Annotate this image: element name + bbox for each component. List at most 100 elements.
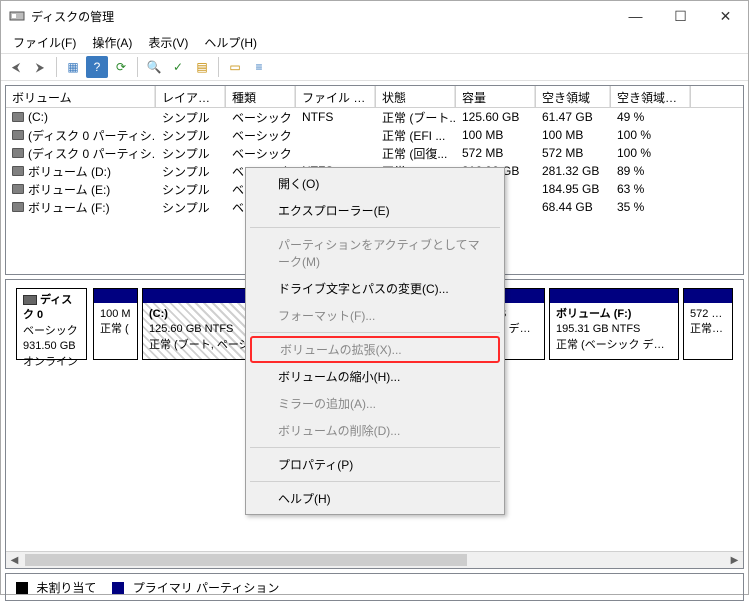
table-cell: 100 % (611, 126, 691, 144)
table-cell: 68.44 GB (536, 198, 611, 216)
context-menu-separator (250, 227, 500, 228)
table-row[interactable]: (ディスク 0 パーティシ...シンプルベーシック正常 (回復...572 MB… (6, 144, 743, 162)
partition-title: ボリューム (F:) (556, 307, 672, 322)
refresh-icon[interactable]: ⟳ (110, 56, 132, 78)
table-cell: 49 % (611, 108, 691, 126)
disk-status: オンライン (23, 355, 80, 370)
check-icon[interactable]: ✓ (167, 56, 189, 78)
volume-icon (12, 112, 24, 122)
table-cell: (ディスク 0 パーティシ... (6, 144, 156, 162)
context-menu-item[interactable]: エクスプローラー(E) (248, 197, 502, 224)
partition-status: 正常 (ベーシック データ / (556, 338, 672, 353)
legend-label-unallocated: 未割り当て (36, 581, 96, 595)
table-row[interactable]: (C:)シンプルベーシックNTFS正常 (ブート...125.60 GB61.4… (6, 108, 743, 126)
table-cell: シンプル (156, 162, 226, 180)
context-menu-item: ミラーの追加(A)... (248, 390, 502, 417)
volume-icon (12, 202, 24, 212)
minimize-button[interactable]: — (613, 1, 658, 31)
table-cell: ボリューム (D:) (6, 162, 156, 180)
context-menu-separator (250, 447, 500, 448)
column-header[interactable]: ファイル システム (296, 86, 376, 107)
table-cell: 125.60 GB (456, 108, 536, 126)
title-bar: ディスクの管理 — ☐ ✕ (1, 1, 748, 31)
help-icon[interactable]: ? (86, 56, 108, 78)
window-title: ディスクの管理 (31, 8, 613, 25)
partition-status: 正常 (回復 (690, 322, 726, 337)
context-menu-item[interactable]: ヘルプ(H) (248, 485, 502, 512)
scroll-right-icon[interactable]: ▶ (726, 552, 743, 569)
table-cell: シンプル (156, 180, 226, 198)
disk-type: ベーシック (23, 324, 80, 339)
table-cell: 100 MB (456, 126, 536, 144)
table-cell: 184.95 GB (536, 180, 611, 198)
forward-icon[interactable]: ⮞ (29, 56, 51, 78)
table-cell: シンプル (156, 126, 226, 144)
table-cell: 572 MB (536, 144, 611, 162)
close-button[interactable]: ✕ (703, 1, 748, 31)
table-cell: 89 % (611, 162, 691, 180)
context-menu-item[interactable]: ボリュームの縮小(H)... (248, 363, 502, 390)
table-cell: ボリューム (F:) (6, 198, 156, 216)
partition-stripe (94, 289, 137, 303)
context-menu-item[interactable]: ドライブ文字とパスの変更(C)... (248, 275, 502, 302)
partition[interactable]: ボリューム (F:)195.31 GB NTFS正常 (ベーシック データ / (549, 288, 679, 360)
toolbar-separator (137, 57, 138, 77)
column-header[interactable]: 容量 (456, 86, 536, 107)
disk-icon (23, 295, 37, 305)
menu-file[interactable]: ファイル(F) (5, 32, 84, 53)
scroll-track[interactable] (469, 552, 726, 568)
disk-scrollbar[interactable]: ◀ ▶ (6, 551, 743, 568)
find-icon[interactable]: 🔍 (143, 56, 165, 78)
table-cell: ベーシック (226, 126, 296, 144)
context-menu-item: ボリュームの拡張(X)... (250, 336, 500, 363)
table-cell: (C:) (6, 108, 156, 126)
disk-label[interactable]: ディスク 0 ベーシック 931.50 GB オンライン (16, 288, 87, 360)
column-header[interactable]: 空き領域 (536, 86, 611, 107)
table-cell: シンプル (156, 198, 226, 216)
maximize-button[interactable]: ☐ (658, 1, 703, 31)
context-menu-item[interactable]: 開く(O) (248, 170, 502, 197)
context-menu-separator (250, 332, 500, 333)
partition[interactable]: 100 M正常 ( (93, 288, 138, 360)
table-cell: 35 % (611, 198, 691, 216)
column-header[interactable]: ボリューム (6, 86, 156, 107)
table-cell: ベーシック (226, 144, 296, 162)
list-icon[interactable]: ≡ (248, 56, 270, 78)
new-icon[interactable]: ▤ (191, 56, 213, 78)
table-cell: ベーシック (226, 108, 296, 126)
partition-size: 572 MB (690, 307, 726, 322)
back-icon[interactable]: ⮜ (5, 56, 27, 78)
legend-item-unallocated: 未割り当て (16, 579, 96, 596)
table-cell: シンプル (156, 108, 226, 126)
scroll-left-icon[interactable]: ◀ (6, 552, 23, 569)
menu-help[interactable]: ヘルプ(H) (196, 32, 265, 53)
column-header[interactable]: 空き領域の割... (611, 86, 691, 107)
column-header[interactable]: 種類 (226, 86, 296, 107)
table-cell: シンプル (156, 144, 226, 162)
partition-status: 正常 ( (100, 322, 131, 337)
props-icon[interactable]: ▭ (224, 56, 246, 78)
legend-label-primary: プライマリ パーティション (133, 581, 280, 595)
partition-stripe (684, 289, 732, 303)
table-cell: 正常 (ブート... (376, 108, 456, 126)
context-menu-separator (250, 481, 500, 482)
context-menu-item[interactable]: プロパティ(P) (248, 451, 502, 478)
context-menu-item: ボリュームの削除(D)... (248, 417, 502, 444)
toolbar-separator (56, 57, 57, 77)
menu-view[interactable]: 表示(V) (140, 32, 196, 53)
menu-action[interactable]: 操作(A) (84, 32, 140, 53)
table-cell (296, 126, 376, 144)
column-header[interactable]: 状態 (376, 86, 456, 107)
legend-item-primary: プライマリ パーティション (112, 579, 279, 596)
scroll-thumb[interactable] (25, 554, 467, 566)
partition-stripe (550, 289, 678, 303)
partition[interactable]: 572 MB正常 (回復 (683, 288, 733, 360)
toolbar: ⮜⮞ ▦?⟳ 🔍✓▤ ▭≡ (1, 53, 748, 81)
table-cell: 572 MB (456, 144, 536, 162)
disk-management-icon (9, 8, 25, 24)
column-header[interactable]: レイアウト (156, 86, 226, 107)
context-menu-item: パーティションをアクティブとしてマーク(M) (248, 231, 502, 275)
views-icon[interactable]: ▦ (62, 56, 84, 78)
table-row[interactable]: (ディスク 0 パーティシ...シンプルベーシック正常 (EFI ...100 … (6, 126, 743, 144)
volume-icon (12, 130, 24, 140)
